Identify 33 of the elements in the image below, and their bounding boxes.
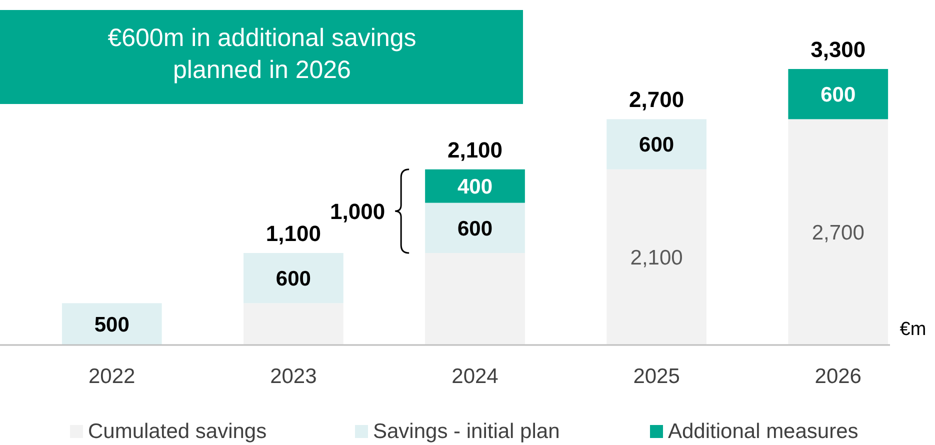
legend-label: Cumulated savings [88, 420, 267, 443]
legend-label: Additional measures [668, 420, 858, 443]
data-label: 2,700 [812, 221, 864, 244]
bar [606, 169, 706, 345]
bar [425, 253, 525, 345]
total-label: 2,100 [447, 137, 503, 162]
bar [788, 119, 888, 345]
bar [425, 169, 525, 203]
bar [425, 202, 525, 253]
chart-title: €600m in additional savings planned in 2026 [108, 24, 416, 84]
data-label: 400 [457, 175, 493, 198]
x-tick-label: 2022 [88, 365, 136, 388]
x-tick-label: 2026 [814, 365, 862, 388]
bar [606, 119, 706, 170]
bar [244, 303, 344, 345]
data-label: 600 [276, 267, 311, 290]
bar [788, 69, 888, 120]
text: €m [900, 319, 926, 340]
x-tick-label: 2023 [270, 365, 317, 388]
total-label: 2,700 [629, 87, 684, 112]
data-label: 600 [820, 83, 856, 106]
annotation: 1,000 [330, 198, 386, 224]
x-tick-label: 2025 [633, 365, 680, 388]
data-label: 600 [457, 217, 493, 240]
bar [62, 303, 162, 345]
data-label: 600 [639, 134, 674, 157]
bar [244, 253, 344, 304]
x-tick-label: 2024 [452, 365, 499, 388]
total-label: 3,300 [810, 37, 866, 62]
data-label: 500 [94, 313, 130, 336]
total-label: 1,100 [266, 221, 321, 246]
legend-label: Savings - initial plan [373, 420, 560, 443]
data-label: 2,100 [630, 246, 683, 270]
